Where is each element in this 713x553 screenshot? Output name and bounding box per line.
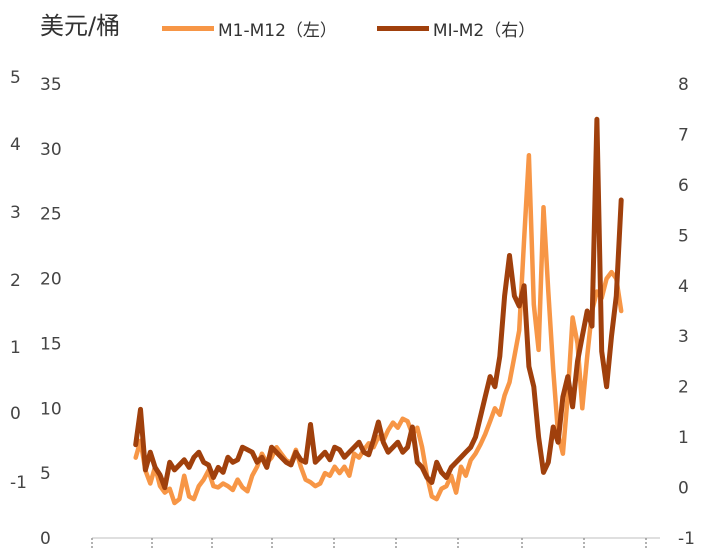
right-tick-label: 7 — [678, 125, 689, 145]
x-axis — [91, 537, 660, 550]
right-tick-label: 4 — [678, 277, 689, 297]
series-layer — [133, 116, 624, 506]
legend-item-mi-m2: MI-M2（右） — [376, 16, 536, 41]
right-tick-label: -1 — [678, 529, 695, 549]
left-tick-label: 0 — [40, 529, 51, 549]
unit-label: 美元/桶 — [40, 12, 121, 40]
legend-swatch-mi-m2 — [376, 26, 429, 31]
outer-left-tick-label: 3 — [10, 203, 21, 223]
left-tick-label: 10 — [40, 399, 62, 419]
outer-left-tick-label: 4 — [10, 135, 21, 155]
left-tick-label: 30 — [40, 140, 62, 160]
right-tick-label: 0 — [678, 479, 689, 499]
right-tick-label: 1 — [678, 428, 689, 448]
left-tick-label: 35 — [40, 75, 62, 95]
right-tick-label: 6 — [678, 176, 689, 196]
outer-left-tick-label: 2 — [10, 271, 21, 291]
right-tick-label: 5 — [678, 226, 689, 246]
legend: M1-M12（左） MI-M2（右） — [162, 16, 535, 41]
legend-item-m1-m12: M1-M12（左） — [162, 16, 337, 41]
legend-swatch-m1-m12 — [162, 26, 214, 31]
series-line-mi-m2 — [133, 116, 624, 491]
right-axis-ticks: -1 0 1 2 3 4 5 6 7 8 — [678, 75, 695, 549]
left-tick-label: 20 — [40, 270, 62, 290]
outer-left-tick-label: 1 — [10, 338, 21, 358]
left-tick-label: 15 — [40, 334, 62, 354]
right-tick-label: 8 — [678, 75, 689, 95]
left-tick-label: 25 — [40, 205, 62, 225]
right-tick-label: 2 — [678, 378, 689, 398]
outer-left-tick-label: -1 — [10, 473, 27, 493]
right-tick-label: 3 — [678, 327, 689, 347]
series-line-m1-m12 — [133, 153, 624, 506]
legend-label-m1-m12: M1-M12（左） — [218, 21, 337, 41]
outer-left-axis-ticks: -1 0 1 2 3 4 5 — [10, 68, 27, 493]
outer-left-tick-label: 5 — [10, 68, 21, 88]
left-tick-label: 5 — [40, 464, 51, 484]
outer-left-tick-label: 0 — [10, 404, 21, 424]
legend-label-mi-m2: MI-M2（右） — [432, 21, 536, 41]
left-axis-ticks: 0 5 10 15 20 25 30 35 — [40, 75, 62, 549]
